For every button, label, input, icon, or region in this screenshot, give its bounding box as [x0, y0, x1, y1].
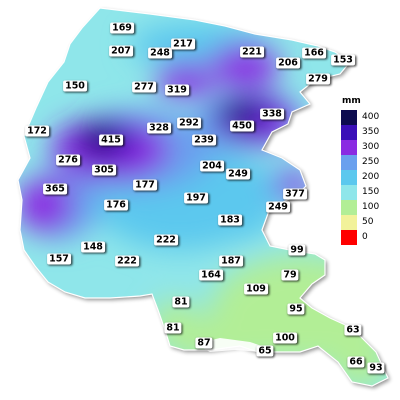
station-value: 221 [240, 46, 264, 58]
station-value: 153 [331, 54, 355, 66]
station-value: 109 [244, 283, 268, 295]
station-value: 305 [92, 164, 116, 176]
station-value: 377 [283, 188, 307, 200]
legend-color-250 [341, 155, 357, 170]
station-value: 99 [288, 244, 306, 256]
legend-color-0 [341, 230, 357, 245]
legend-label-350: 350 [362, 127, 380, 137]
station-value: 66 [347, 356, 365, 368]
station-value: 207 [109, 45, 133, 57]
station-value: 222 [115, 255, 139, 267]
station-value: 277 [132, 81, 156, 93]
station-value: 100 [273, 332, 297, 344]
station-value: 415 [99, 134, 123, 146]
station-value: 292 [177, 117, 201, 129]
legend-label-0: 0 [362, 232, 368, 242]
legend-color-200 [341, 170, 357, 185]
station-value: 279 [306, 73, 330, 85]
station-value: 148 [81, 241, 105, 253]
station-value: 95 [287, 303, 305, 315]
station-value: 450 [230, 120, 254, 132]
station-value: 81 [172, 296, 190, 308]
station-value: 63 [344, 324, 362, 336]
legend-color-150 [341, 185, 357, 200]
station-value: 79 [281, 269, 299, 281]
station-value: 328 [147, 122, 171, 134]
station-value: 276 [56, 154, 80, 166]
station-value: 166 [302, 47, 326, 59]
station-value: 217 [171, 38, 195, 50]
station-value: 204 [200, 160, 224, 172]
legend-color-100 [341, 200, 357, 215]
station-value: 187 [219, 255, 243, 267]
station-value: 239 [192, 134, 216, 146]
coastal-lagoon [195, 338, 268, 352]
station-value: 183 [218, 214, 242, 226]
station-value: 169 [110, 22, 134, 34]
legend-label-200: 200 [362, 172, 380, 182]
station-value: 248 [148, 47, 172, 59]
legend-color-50 [341, 215, 357, 230]
station-value: 172 [25, 125, 49, 137]
station-value: 65 [256, 345, 274, 357]
station-value: 176 [104, 199, 128, 211]
legend-color-400 [341, 110, 357, 125]
station-value: 157 [47, 253, 71, 265]
station-value: 150 [63, 80, 87, 92]
station-value: 365 [43, 183, 67, 195]
station-value: 164 [199, 269, 223, 281]
legend-color-300 [341, 140, 357, 155]
station-value: 81 [164, 322, 182, 334]
legend-label-50: 50 [362, 217, 374, 227]
station-value: 319 [165, 84, 189, 96]
station-value: 93 [367, 362, 385, 374]
station-value: 197 [184, 192, 208, 204]
legend-label-150: 150 [362, 187, 380, 197]
legend-label-250: 250 [362, 157, 380, 167]
station-value: 249 [226, 168, 250, 180]
legend-label-300: 300 [362, 142, 380, 152]
station-value: 222 [154, 234, 178, 246]
region-outline [17, 7, 389, 387]
station-value: 87 [195, 337, 213, 349]
station-value: 249 [266, 201, 290, 213]
legend-label-100: 100 [362, 202, 380, 212]
station-value: 177 [133, 179, 157, 191]
station-value: 338 [260, 108, 284, 120]
legend-unit: mm [342, 96, 361, 106]
station-value: 206 [276, 57, 300, 69]
legend-color-350 [341, 125, 357, 140]
legend-label-400: 400 [362, 112, 380, 122]
